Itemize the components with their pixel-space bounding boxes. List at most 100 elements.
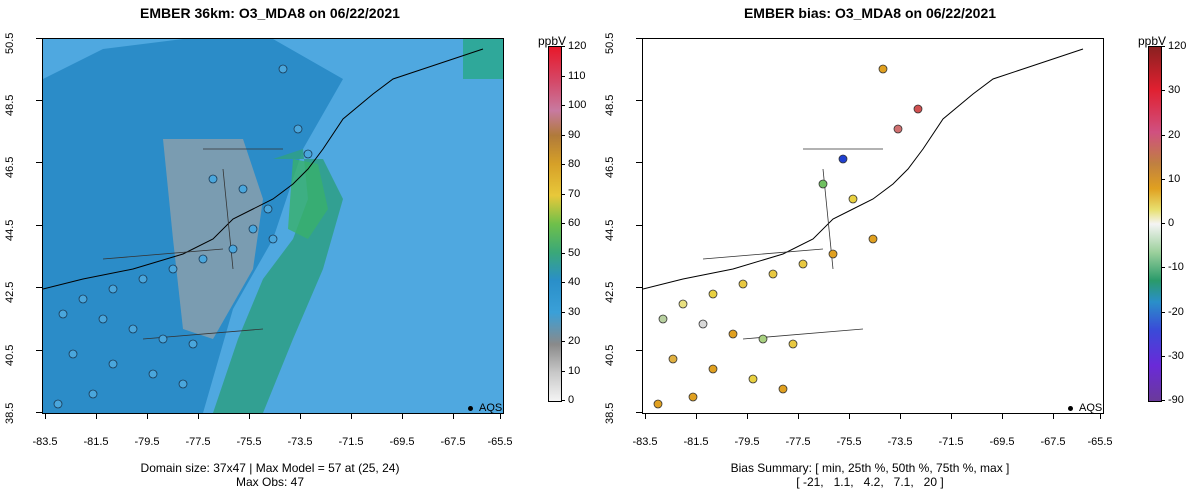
colorbar-tickmark xyxy=(561,311,565,313)
bias-station-markers xyxy=(653,64,923,409)
colorbar-tick-label: -10 xyxy=(1168,261,1184,274)
colorbar-tick-label: 20 xyxy=(1168,128,1181,141)
x-tickmark xyxy=(1002,413,1003,419)
station-marker xyxy=(68,349,78,359)
x-tickmark xyxy=(402,413,403,419)
y-tick-label: 48.5 xyxy=(4,94,16,116)
station-marker xyxy=(868,234,878,244)
y-tick-label: 44.5 xyxy=(4,219,16,241)
colorbar-tick-label: 0 xyxy=(1168,217,1175,229)
y-tickmark xyxy=(36,412,42,413)
colorbar-tickmark xyxy=(1161,355,1165,357)
aqs-dot-icon xyxy=(1068,405,1073,411)
y-tickmark xyxy=(36,100,42,101)
x-tick-label: -79.5 xyxy=(134,436,160,448)
station-marker xyxy=(268,234,278,244)
y-tick-label: 50.5 xyxy=(4,32,16,54)
colorbar-tick-label: 10 xyxy=(568,364,581,377)
colorbar-tickmark xyxy=(1161,311,1165,313)
station-marker xyxy=(293,124,303,134)
colorbar-tickmark xyxy=(561,223,565,224)
x-tickmark xyxy=(249,413,250,419)
station-marker xyxy=(108,284,118,294)
station-marker xyxy=(228,244,238,254)
y-tickmark xyxy=(36,225,42,226)
colorbar-tickmark xyxy=(1161,90,1165,92)
station-marker xyxy=(768,269,778,279)
station-marker xyxy=(828,249,838,259)
colorbar-tick-label: 100 xyxy=(568,99,587,111)
y-tick-label: 46.5 xyxy=(4,156,16,178)
station-marker xyxy=(838,154,848,164)
station-marker xyxy=(303,149,313,159)
y-tickmark xyxy=(36,350,42,351)
bias-footer-line2: [ -21, 1.1, 4.2, 7.1, 20 ] xyxy=(796,475,944,489)
bias-map-title: EMBER bias: O3_MDA8 on 06/22/2021 xyxy=(743,5,997,21)
x-tickmark xyxy=(696,413,697,419)
station-marker xyxy=(913,104,923,114)
x-tick-label: -69.5 xyxy=(989,436,1015,448)
x-tickmark xyxy=(300,413,301,419)
station-marker xyxy=(668,354,678,364)
x-tick-label: -73.5 xyxy=(287,436,313,448)
station-marker xyxy=(653,399,663,409)
model-map-plot[interactable] xyxy=(42,38,504,414)
model-station-markers xyxy=(53,64,313,409)
colorbar-tick-label: 30 xyxy=(1168,84,1181,97)
x-tick-label: -81.5 xyxy=(683,436,709,448)
y-tickmark xyxy=(36,162,42,163)
y-tickmark xyxy=(636,350,642,351)
x-tickmark xyxy=(1100,413,1101,419)
model-colorbar xyxy=(548,46,562,402)
station-marker xyxy=(708,364,718,374)
model-map-canvas xyxy=(43,39,503,413)
station-marker xyxy=(893,124,903,134)
bias-map-canvas xyxy=(643,39,1103,413)
y-tick-label: 40.5 xyxy=(4,344,16,366)
station-marker xyxy=(178,379,188,389)
y-tickmark xyxy=(636,38,642,39)
y-tickmark xyxy=(636,225,642,226)
colorbar-tick-label: 120 xyxy=(568,40,587,52)
station-marker xyxy=(148,369,158,379)
colorbar-tick-label: 20 xyxy=(568,335,581,347)
x-tick-label: -83.5 xyxy=(632,436,658,448)
bias-map-plot[interactable] xyxy=(642,38,1104,414)
x-tickmark xyxy=(798,413,799,419)
y-tickmark xyxy=(636,162,642,163)
y-tick-label: 42.5 xyxy=(604,281,616,303)
y-tick-label: 48.5 xyxy=(604,94,616,116)
bias-legend-aqs-label: AQS xyxy=(1079,402,1103,414)
station-marker xyxy=(878,64,888,74)
station-marker xyxy=(758,334,768,344)
station-marker xyxy=(848,194,858,204)
model-coastline xyxy=(43,48,484,290)
x-tick-label: -67.5 xyxy=(1040,436,1066,448)
station-marker xyxy=(198,254,208,264)
colorbar-tickmark xyxy=(1161,46,1165,47)
x-tick-label: -69.5 xyxy=(389,436,415,448)
bias-colorbar-unit: ppbV xyxy=(1138,34,1167,48)
colorbar-tick-label: 110 xyxy=(568,69,586,82)
station-marker xyxy=(248,224,258,234)
station-marker xyxy=(138,274,148,284)
colorbar-tick-label: -20 xyxy=(1168,305,1184,318)
x-tickmark xyxy=(453,413,454,419)
station-marker xyxy=(778,384,788,394)
station-marker xyxy=(53,399,63,409)
y-tick-label: 42.5 xyxy=(4,281,16,303)
colorbar-tickmark xyxy=(561,252,565,254)
station-marker xyxy=(798,259,808,269)
colorbar-tickmark xyxy=(561,46,565,47)
station-marker xyxy=(58,309,68,319)
station-marker xyxy=(108,359,118,369)
bias-coastline xyxy=(643,48,1084,290)
station-marker xyxy=(168,264,178,274)
colorbar-tick-label: 90 xyxy=(568,128,581,141)
model-legend-aqs-label: AQS xyxy=(479,402,503,414)
colorbar-tick-label: 0 xyxy=(568,394,575,406)
x-tick-label: -83.5 xyxy=(32,436,58,448)
y-tick-label: 38.5 xyxy=(4,402,16,424)
x-tick-label: -67.5 xyxy=(440,436,466,448)
x-tickmark xyxy=(500,413,501,419)
